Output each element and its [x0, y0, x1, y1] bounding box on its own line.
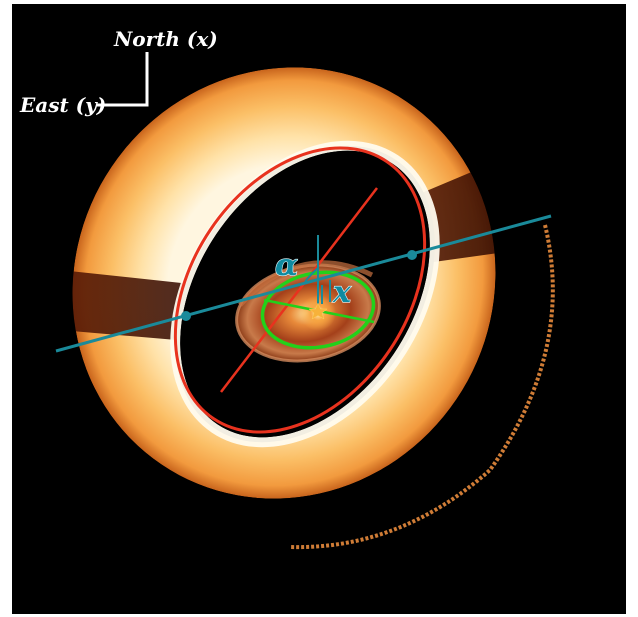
axis-marker-right	[407, 250, 417, 260]
outer-ellipse-axis	[220, 187, 378, 393]
compass: North (x) East (y)	[19, 27, 218, 117]
east-label: East (y)	[19, 93, 106, 117]
outer-faint-arc	[289, 224, 555, 550]
alpha-label: α	[275, 248, 298, 283]
star-marker	[308, 302, 328, 320]
north-label: North (x)	[113, 27, 218, 51]
compass-arrow	[97, 52, 149, 107]
x-label: x	[332, 275, 352, 310]
outer-fit-ellipse	[173, 146, 427, 434]
alpha-arc	[304, 267, 319, 283]
major-axis-line	[55, 214, 552, 353]
axis-marker-left	[181, 311, 191, 321]
ring-inner-rim	[170, 140, 440, 448]
